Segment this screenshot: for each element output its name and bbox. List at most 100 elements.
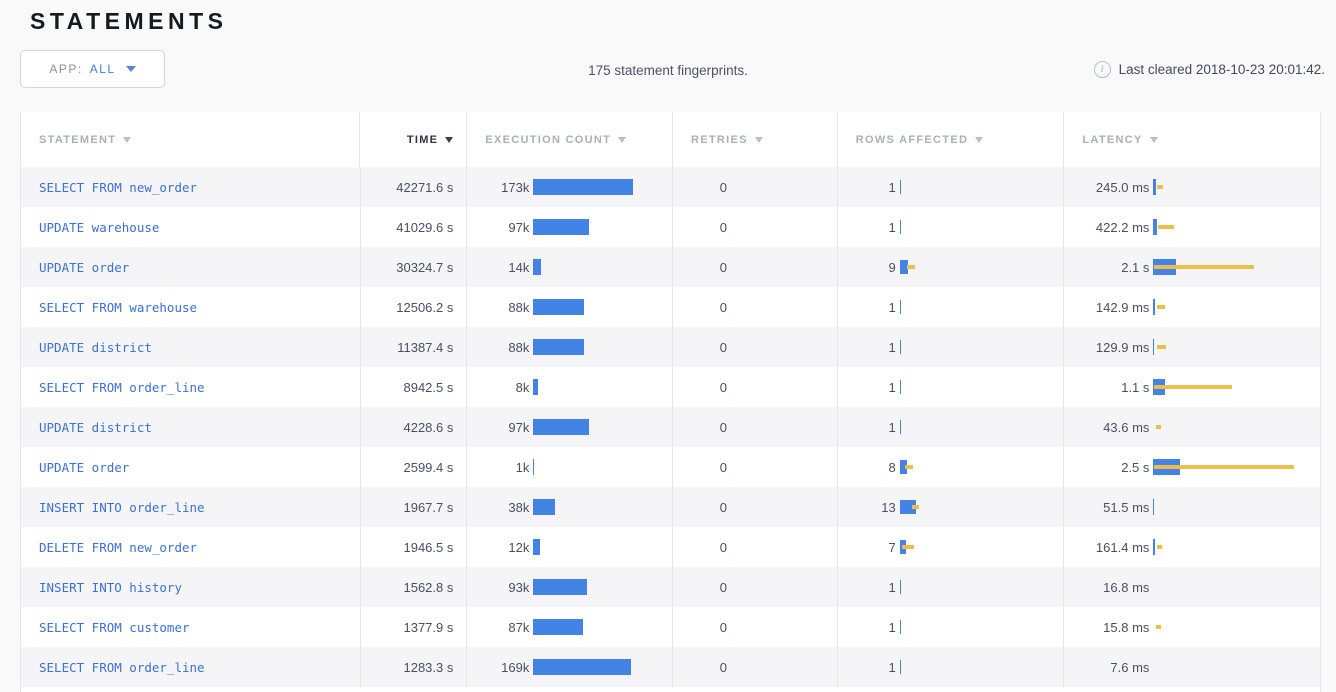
column-header-execution-count[interactable]: EXECUTION COUNT xyxy=(467,112,674,167)
time-cell: 8942.5 s xyxy=(361,367,468,407)
sort-arrow-icon xyxy=(975,136,984,143)
execution-count-bar xyxy=(533,298,672,316)
statement-cell: UPDATE order xyxy=(21,447,361,487)
latency-bar xyxy=(1153,498,1320,516)
statement-link[interactable]: UPDATE district xyxy=(39,419,152,435)
retries-cell: 0 xyxy=(673,167,838,207)
latency-bar xyxy=(1153,538,1320,556)
latency-bar xyxy=(1153,218,1320,236)
time-value: 30324.7 s xyxy=(396,259,454,275)
execution-count-bar xyxy=(533,538,672,556)
statement-link[interactable]: UPDATE district xyxy=(39,339,152,355)
time-cell: 1967.7 s xyxy=(361,487,468,527)
rows-affected-value: 9 xyxy=(888,259,896,275)
statement-link[interactable]: INSERT INTO order_line xyxy=(39,499,205,515)
statement-link[interactable]: DELETE FROM new_order xyxy=(39,539,198,555)
latency-cell: 161.4 ms xyxy=(1064,527,1320,567)
info-icon[interactable]: i xyxy=(1093,61,1111,78)
execution-count-cell: 97k xyxy=(467,207,674,247)
mean-bar xyxy=(533,619,584,635)
column-header-statement[interactable]: STATEMENT xyxy=(21,112,361,167)
mean-bar xyxy=(533,179,634,195)
execution-count-cell: 1k xyxy=(467,447,674,487)
execution-count-value: 38k xyxy=(508,499,530,515)
rows-affected-value: 1 xyxy=(888,419,896,435)
retries-cell: 0 xyxy=(673,247,838,287)
statement-link[interactable]: SELECT FROM order_line xyxy=(39,659,205,675)
time-cell: 12506.2 s xyxy=(361,287,468,327)
rows-affected-bar xyxy=(899,218,1064,236)
statement-cell: SELECT FROM customer xyxy=(21,607,361,647)
latency-bar xyxy=(1153,298,1320,316)
column-header-time[interactable]: TIME xyxy=(360,112,468,167)
mean-bar xyxy=(1153,299,1156,315)
statement-cell: UPDATE district xyxy=(21,327,361,367)
mean-bar xyxy=(899,300,901,314)
rows-affected-cell: 9 xyxy=(838,247,1065,287)
retries-value: 0 xyxy=(719,539,728,555)
mean-bar xyxy=(533,219,590,235)
statement-cell: UPDATE order xyxy=(21,247,361,287)
time-cell: 1283.3 s xyxy=(361,647,468,687)
latency-cell: 245.0 ms xyxy=(1064,167,1320,207)
execution-count-value: 14k xyxy=(508,259,530,275)
latency-cell: 43.6 ms xyxy=(1064,407,1320,447)
latency-bar xyxy=(1153,178,1320,196)
execution-count-bar xyxy=(533,578,672,596)
column-header-label: TIME xyxy=(406,133,439,146)
app-filter-label: APP: xyxy=(49,62,83,76)
execution-count-value: 87k xyxy=(508,619,530,635)
execution-count-value: 1k xyxy=(515,459,530,475)
table-header: STATEMENT TIME EXECUTION COUNT RETRIES R… xyxy=(21,112,1320,167)
execution-count-value: 173k xyxy=(501,179,530,195)
execution-count-cell: 169k xyxy=(467,647,674,687)
time-value: 1946.5 s xyxy=(403,539,454,555)
rows-affected-value: 1 xyxy=(888,219,896,235)
table-row: UPDATE district 4228.6 s 97k 0 1 43.6 ms xyxy=(21,407,1320,447)
table-row: SELECT FROM warehouse 12506.2 s 88k 0 1 … xyxy=(21,287,1320,327)
stddev-bar xyxy=(1158,225,1175,229)
retries-value: 0 xyxy=(719,579,728,595)
statement-link[interactable]: SELECT FROM customer xyxy=(39,619,190,635)
statement-link[interactable]: SELECT FROM order_line xyxy=(39,379,205,395)
sort-arrow-icon xyxy=(754,136,763,143)
statement-link[interactable]: SELECT FROM warehouse xyxy=(39,299,198,315)
execution-count-bar xyxy=(533,338,672,356)
stddev-bar xyxy=(904,465,913,469)
sort-arrow-icon xyxy=(618,136,627,143)
statement-link[interactable]: INSERT INTO history xyxy=(39,579,182,595)
retries-value: 0 xyxy=(719,179,728,195)
column-header-retries[interactable]: RETRIES xyxy=(673,112,838,167)
chevron-down-icon xyxy=(125,66,136,72)
column-header-rows-affected[interactable]: ROWS AFFECTED xyxy=(838,112,1065,167)
stddev-bar xyxy=(1156,425,1162,429)
statement-link[interactable]: SELECT FROM new_order xyxy=(39,179,198,195)
app-filter-dropdown[interactable]: APP: ALL xyxy=(20,50,165,88)
retries-value: 0 xyxy=(719,259,728,275)
statement-link[interactable]: UPDATE warehouse xyxy=(39,219,160,235)
last-cleared-status: i Last cleared 2018-10-23 20:01:42. xyxy=(1093,61,1325,78)
mean-bar xyxy=(899,220,901,234)
rows-affected-value: 1 xyxy=(888,619,896,635)
execution-count-bar xyxy=(533,458,672,476)
statement-link[interactable]: UPDATE order xyxy=(39,459,130,475)
mean-bar xyxy=(899,340,901,354)
stddev-bar xyxy=(1157,345,1167,349)
latency-bar xyxy=(1153,458,1320,476)
mean-bar xyxy=(1153,339,1155,355)
mean-bar xyxy=(533,459,535,475)
rows-affected-bar xyxy=(899,498,1064,516)
statement-link[interactable]: UPDATE order xyxy=(39,259,130,275)
statement-cell: SELECT FROM warehouse xyxy=(21,287,361,327)
latency-value: 2.1 s xyxy=(1121,259,1150,275)
execution-count-value: 169k xyxy=(501,659,530,675)
latency-value: 2.5 s xyxy=(1121,459,1150,475)
latency-cell: 51.5 ms xyxy=(1064,487,1320,527)
retries-value: 0 xyxy=(719,619,728,635)
column-header-label: RETRIES xyxy=(691,133,748,146)
time-cell: 42271.6 s xyxy=(361,167,468,207)
execution-count-cell: 93k xyxy=(467,567,674,607)
rows-affected-cell: 1 xyxy=(838,607,1065,647)
column-header-latency[interactable]: LATENCY xyxy=(1064,112,1320,167)
table-row: INSERT INTO order_line 1967.7 s 38k 0 13… xyxy=(21,487,1320,527)
